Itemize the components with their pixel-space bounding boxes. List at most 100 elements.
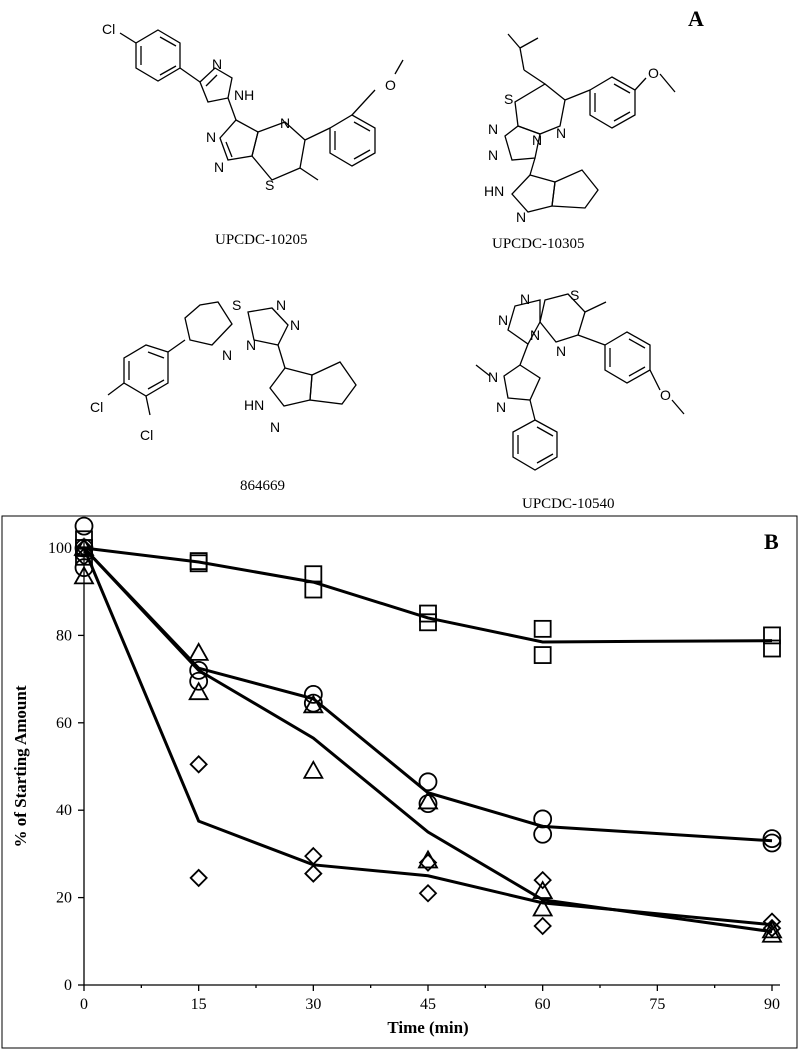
atom-o: O xyxy=(648,65,659,81)
atom-n: N xyxy=(214,159,224,175)
data-point-triangle xyxy=(302,760,324,779)
data-point-triangle xyxy=(302,694,324,714)
atom-n: N xyxy=(516,209,526,225)
data-point-triangle xyxy=(761,923,783,943)
data-point-diamond xyxy=(418,883,438,903)
atom-n: N xyxy=(488,147,498,163)
atom-n: N xyxy=(276,297,286,313)
y-tick-label: 40 xyxy=(56,802,72,819)
atom-n: N xyxy=(488,369,498,385)
y-tick-label: 80 xyxy=(56,627,72,644)
atom-n: N xyxy=(556,125,566,141)
data-point-circle xyxy=(533,824,553,844)
atom-n: N xyxy=(532,132,542,148)
data-point-diamond xyxy=(74,538,94,558)
x-tick-label: 60 xyxy=(535,996,551,1013)
x-tick-label: 30 xyxy=(305,996,321,1013)
atom-s: S xyxy=(232,297,241,313)
data-point-circle xyxy=(418,772,438,792)
atom-n: N xyxy=(498,312,508,328)
atom-n: N xyxy=(488,121,498,137)
atom-n: N xyxy=(530,327,540,343)
data-point-circle xyxy=(762,829,782,849)
fit-line-square xyxy=(83,546,773,644)
data-point-diamond xyxy=(189,868,208,888)
x-axis-title: Time (min) xyxy=(387,1018,468,1037)
panel-b-letter: B xyxy=(764,529,779,554)
panel-b-chart: B 0 15 30 45 60 75 90 0 20 40 60 80 100 Time (min) %… xyxy=(1,515,798,1049)
panel-b-border xyxy=(1,515,798,1049)
atom-n: N xyxy=(212,56,222,72)
y-tick-label: 20 xyxy=(56,890,72,907)
data-point-diamond xyxy=(533,870,552,890)
x-tick-label: 45 xyxy=(420,996,436,1013)
atom-cl: Cl xyxy=(90,399,103,415)
molecule-upcdc-10305: S N N N N O HN N UPCDC-10305 xyxy=(484,33,676,252)
data-point-square xyxy=(763,626,781,645)
data-point-circle xyxy=(303,684,323,704)
atom-nh: NH xyxy=(234,87,254,103)
data-point-diamond xyxy=(762,912,782,931)
data-point-diamond xyxy=(762,918,782,938)
atom-hn: HN xyxy=(244,397,264,413)
atom-o: O xyxy=(660,387,671,403)
chart-ticks: 0 15 30 45 60 75 90 0 20 40 60 80 100 xyxy=(48,540,780,1013)
data-point-circle xyxy=(418,794,438,814)
atom-cl: Cl xyxy=(140,427,153,443)
atom-s: S xyxy=(570,287,579,303)
data-point-triangle xyxy=(188,642,210,661)
chart-markers xyxy=(73,516,783,943)
data-point-square xyxy=(304,580,323,599)
atom-n: N xyxy=(246,337,256,353)
data-point-circle xyxy=(762,833,782,853)
data-point-triangle xyxy=(532,897,554,917)
atom-n: N xyxy=(290,317,300,333)
atom-n: N xyxy=(496,399,506,415)
data-point-diamond xyxy=(189,755,208,774)
data-point-square xyxy=(763,639,781,658)
atom-hn: HN xyxy=(484,183,504,199)
y-tick-label: 0 xyxy=(64,977,72,994)
label-864669: 864669 xyxy=(240,478,285,494)
molecule-upcdc-10540: S N N N N O N N UPCDC-10540 xyxy=(475,287,685,512)
y-axis-title: % of Starting Amount xyxy=(11,685,30,847)
atom-o: O xyxy=(385,77,396,93)
atom-cl: Cl xyxy=(102,21,115,37)
atom-s: S xyxy=(504,91,513,107)
data-point-square xyxy=(533,619,552,638)
atom-n: N xyxy=(222,347,232,363)
label-upcdc-10205: UPCDC-10205 xyxy=(215,232,308,248)
data-point-circle xyxy=(74,516,94,536)
x-tick-label: 90 xyxy=(764,996,780,1013)
atom-n: N xyxy=(556,343,566,359)
data-point-diamond xyxy=(418,853,438,872)
data-point-circle xyxy=(189,660,209,680)
molecule-upcdc-10205: Cl N NH N N N S O UPCDC-10205 xyxy=(102,21,404,248)
molecule-864669: S N N N N Cl Cl HN N 864669 xyxy=(90,297,357,494)
x-tick-label: 15 xyxy=(191,996,207,1013)
data-point-diamond xyxy=(74,547,94,567)
data-point-circle xyxy=(533,809,553,829)
fit-line-diamond xyxy=(82,547,773,927)
atom-s: S xyxy=(265,177,274,193)
data-point-diamond xyxy=(533,916,552,936)
chart-fit-lines xyxy=(82,546,773,934)
data-point-triangle xyxy=(188,681,210,701)
data-point-circle xyxy=(189,671,209,691)
data-point-diamond xyxy=(304,846,323,866)
atom-n: N xyxy=(270,419,280,435)
y-tick-label: 60 xyxy=(56,715,72,732)
data-point-diamond xyxy=(304,864,323,883)
data-point-triangle xyxy=(73,565,95,585)
panel-a-structures: A Cl N NH N N N S O UPCDC-10205 xyxy=(90,6,704,512)
chart-axes xyxy=(83,540,780,986)
x-tick-label: 75 xyxy=(649,996,665,1013)
atom-n: N xyxy=(280,115,290,131)
data-point-circle xyxy=(74,558,94,578)
atom-n: N xyxy=(206,129,216,145)
data-point-square xyxy=(419,613,437,632)
x-tick-label: 0 xyxy=(80,996,88,1013)
y-tick-label: 100 xyxy=(48,540,72,557)
atom-n: N xyxy=(520,291,530,307)
panel-a-letter: A xyxy=(688,6,704,31)
